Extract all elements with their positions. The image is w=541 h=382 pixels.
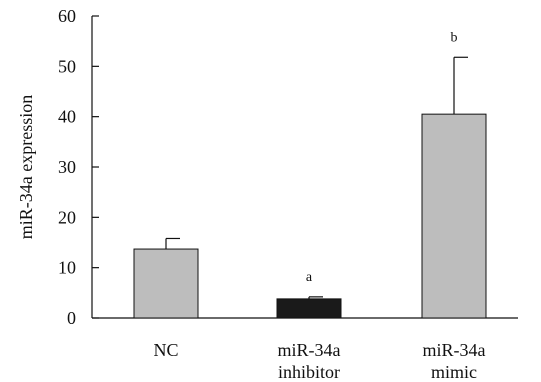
x-category-label: miR-34a xyxy=(423,340,486,360)
bar xyxy=(276,298,342,319)
x-category-label: mimic xyxy=(431,362,477,382)
y-tick-label: 60 xyxy=(58,6,76,26)
y-tick-label: 20 xyxy=(58,207,76,227)
y-tick-label: 0 xyxy=(67,308,76,328)
y-tick-label: 50 xyxy=(58,56,76,76)
bar xyxy=(421,113,487,319)
y-tick-label: 10 xyxy=(58,258,76,278)
x-category-label: miR-34a xyxy=(278,340,341,360)
x-category-label: inhibitor xyxy=(278,362,340,382)
significance-label: b xyxy=(451,30,458,45)
y-axis-label: miR-34a expression xyxy=(16,95,36,239)
y-tick-label: 40 xyxy=(58,107,76,127)
significance-label: a xyxy=(306,270,313,285)
y-tick-label: 30 xyxy=(58,157,76,177)
bar xyxy=(133,248,199,319)
bars: ab xyxy=(133,30,487,319)
x-category-label: NC xyxy=(153,340,178,360)
